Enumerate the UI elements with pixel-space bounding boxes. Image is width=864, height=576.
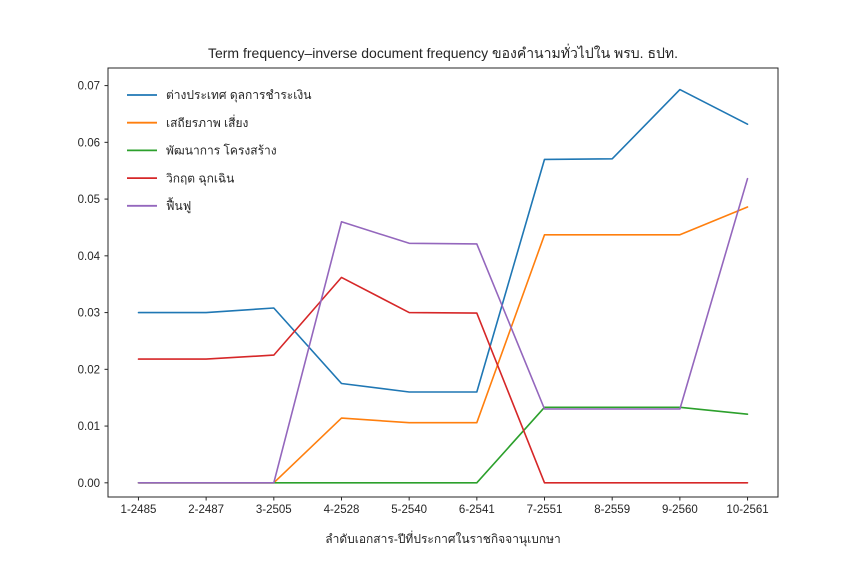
y-tick-label: 0.01 [78, 421, 100, 433]
y-tick-label: 0.02 [78, 364, 100, 376]
legend-item: ฟื้นฟู [127, 197, 191, 214]
legend-label: เสถียรภาพ เสี่ยง [166, 114, 248, 130]
x-tick-label: 6-2541 [459, 504, 495, 516]
legend-label: ต่างประเทศ ดุลการชำระเงิน [166, 88, 311, 103]
x-tick-label: 4-2528 [324, 504, 360, 516]
legend-label: พัฒนาการ โครงสร้าง [166, 144, 277, 158]
x-tick-label: 7-2551 [527, 504, 563, 516]
series-line-2 [137, 406, 749, 484]
x-tick-label: 5-2540 [391, 504, 427, 516]
series-line-4 [137, 177, 749, 484]
x-tick-label: 9-2560 [662, 504, 698, 516]
legend-item: วิกฤต ฉุกเฉิน [127, 171, 234, 186]
legend-item: เสถียรภาพ เสี่ยง [127, 114, 248, 130]
series-line-0 [137, 88, 749, 393]
legend-label: วิกฤต ฉุกเฉิน [166, 171, 235, 186]
legend-label: ฟื้นฟู [166, 197, 191, 214]
y-tick-label: 0.04 [78, 251, 101, 263]
y-tick-label: 0.05 [78, 194, 100, 206]
x-axis-label: ลำดับเอกสาร-ปีที่ประกาศในราชกิจจานุเบกษา [325, 532, 561, 546]
x-tick-label: 10-2561 [726, 504, 768, 516]
legend-item: ต่างประเทศ ดุลการชำระเงิน [127, 88, 311, 103]
x-tick-label: 2-2487 [188, 504, 224, 516]
y-tick-label: 0.07 [78, 81, 100, 93]
y-tick-label: 0.06 [78, 137, 100, 149]
legend-item: พัฒนาการ โครงสร้าง [127, 144, 277, 158]
x-tick-label: 8-2559 [594, 504, 630, 516]
y-tick-label: 0.00 [78, 478, 100, 490]
y-tick-label: 0.03 [78, 308, 100, 320]
series-line-1 [137, 206, 749, 484]
series-line-3 [137, 276, 749, 484]
axes-frame [107, 67, 779, 498]
x-tick-label: 1-2485 [121, 504, 157, 516]
chart-title: Term frequency–inverse document frequenc… [207, 45, 678, 61]
x-tick-label: 3-2505 [256, 504, 292, 516]
